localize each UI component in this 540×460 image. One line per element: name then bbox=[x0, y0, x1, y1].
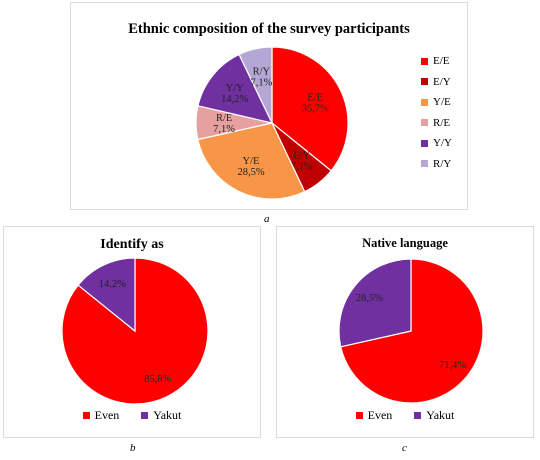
legend-item-r-e: R/E bbox=[421, 113, 452, 134]
pie-chart-ethnic-composition: E/E 35,7% E/Y 7,1% Y/E 28,5%R/E 7,1% Y/Y 14,2%R/… bbox=[195, 46, 349, 200]
legend-item-even: Even bbox=[355, 408, 393, 423]
slice-label-e-e: E/E 35,7% bbox=[302, 92, 329, 114]
legend-item-yakut: Yakut bbox=[414, 408, 454, 423]
chart-title: Ethnic composition of the survey partici… bbox=[128, 21, 410, 37]
legend-swatch bbox=[421, 98, 428, 106]
legend-swatch bbox=[421, 139, 428, 147]
legend-label: Yakut bbox=[153, 408, 182, 422]
chart-panel-identify-as: Identify as 85,8% 14,2% Even Yakut bbox=[3, 226, 261, 438]
slice-label-r-y: R/Y 7,1% bbox=[250, 66, 272, 88]
legend-label: Even bbox=[367, 408, 393, 422]
pie-slice-even bbox=[61, 257, 209, 405]
slice-label-even: 71,4% bbox=[439, 360, 466, 371]
figure-caption-a: a bbox=[264, 213, 270, 225]
chart-panel-ethnic-composition: Ethnic composition of the survey partici… bbox=[70, 2, 468, 210]
legend-swatch bbox=[141, 412, 149, 419]
pie-slice-even bbox=[340, 258, 484, 404]
chart-title: Identify as bbox=[100, 237, 164, 252]
legend-label: Even bbox=[94, 408, 120, 422]
legend-label: R/Y bbox=[433, 157, 452, 170]
slice-label-y-y: Y/Y 14,2% bbox=[221, 83, 248, 105]
legend-swatch bbox=[421, 78, 428, 86]
legend-swatch bbox=[355, 412, 363, 419]
legend-swatch bbox=[421, 160, 428, 168]
slice-label-yakut: 28,5% bbox=[356, 293, 383, 304]
legend-label: Yakut bbox=[426, 408, 455, 422]
pie-slice-yakut bbox=[77, 257, 136, 333]
legend-item-y-e: Y/E bbox=[421, 92, 452, 113]
legend-item-e-y: E/Y bbox=[421, 72, 452, 93]
pie-slice-y-y bbox=[197, 53, 274, 124]
legend-label: Y/Y bbox=[433, 137, 452, 150]
chart-title: Native language bbox=[362, 236, 448, 250]
legend-swatch bbox=[421, 119, 428, 127]
slice-label-even: 85,8% bbox=[144, 374, 171, 385]
chart-legend: E/E E/Y Y/E R/E Y/Y R/Y bbox=[421, 51, 452, 174]
slice-label-e-y: E/Y 7,1% bbox=[291, 151, 313, 173]
legend-label: E/Y bbox=[433, 75, 451, 88]
legend-label: Y/E bbox=[433, 96, 451, 109]
legend-item-e-e: E/E bbox=[421, 51, 452, 72]
legend-swatch bbox=[414, 412, 422, 419]
legend-swatch bbox=[82, 412, 90, 419]
slice-label-yakut: 14,2% bbox=[99, 279, 126, 290]
legend-item-yakut: Yakut bbox=[141, 408, 181, 423]
legend-item-y-y: Y/Y bbox=[421, 133, 452, 154]
slice-label-r-e: R/E 7,1% bbox=[213, 113, 235, 135]
legend-label: R/E bbox=[433, 116, 451, 129]
figure-caption-c: c bbox=[402, 442, 407, 454]
pie-slice-yakut bbox=[338, 258, 412, 348]
pie-slice-r-y bbox=[238, 46, 273, 124]
slice-label-y-e: Y/E 28,5% bbox=[237, 156, 264, 178]
legend-item-even: Even bbox=[82, 408, 120, 423]
legend-label: E/E bbox=[433, 55, 450, 68]
legend-item-r-y: R/Y bbox=[421, 154, 452, 175]
chart-legend: Even Yakut bbox=[4, 408, 260, 423]
figure-caption-b: b bbox=[130, 442, 136, 454]
legend-swatch bbox=[421, 57, 428, 65]
pie-slice-e-e bbox=[271, 46, 349, 172]
pie-slice-y-e bbox=[197, 122, 306, 200]
pie-chart-identify-as: 85,8% 14,2% bbox=[61, 257, 209, 405]
chart-legend: Even Yakut bbox=[277, 408, 533, 423]
chart-panel-native-language: Native language 71,4% 28,5% Even Yakut bbox=[276, 226, 534, 438]
pie-chart-native-language: 71,4% 28,5% bbox=[338, 258, 484, 404]
